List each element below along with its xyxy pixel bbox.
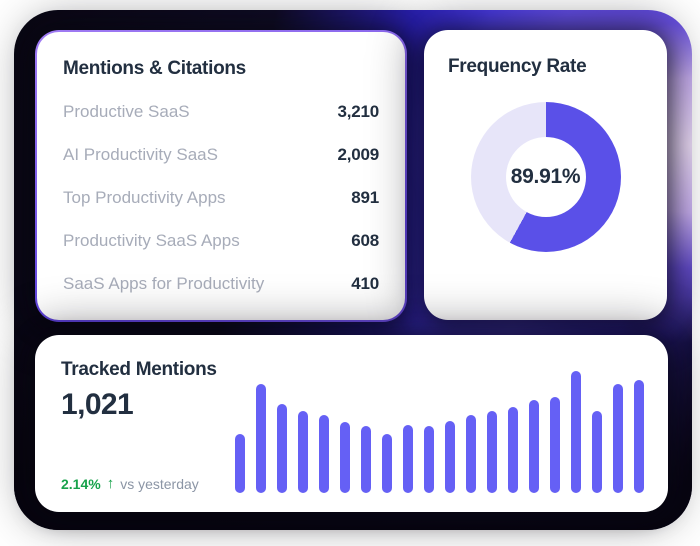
- mention-row: Top Productivity Apps 891: [63, 176, 379, 219]
- tracked-summary: Tracked Mentions 1,021 2.14% ↑ vs yester…: [61, 359, 217, 492]
- mention-label: SaaS Apps for Productivity: [63, 273, 265, 293]
- bar: [571, 371, 581, 493]
- delta-comparison-label: vs yesterday: [120, 475, 199, 492]
- bar: [550, 397, 560, 493]
- bar: [466, 415, 476, 493]
- bar: [340, 422, 350, 493]
- delta-percent: 2.14%: [61, 475, 101, 492]
- donut-hole: 89.91%: [505, 137, 586, 217]
- mention-label: AI Productivity SaaS: [63, 144, 218, 164]
- mention-value: 410: [351, 273, 379, 293]
- mentions-card-title: Mentions & Citations: [63, 58, 246, 79]
- mention-row: SaaS Apps for Productivity 410: [63, 262, 379, 305]
- bar: [235, 434, 245, 493]
- delta-row: 2.14% ↑ vs yesterday: [61, 475, 199, 492]
- bar: [277, 404, 287, 493]
- mention-row: Productivity SaaS Apps 608: [63, 219, 379, 262]
- frequency-rate-card: Frequency Rate 89.91%: [424, 30, 667, 320]
- bar: [508, 407, 518, 493]
- up-arrow-icon: ↑: [106, 475, 115, 492]
- bar: [424, 426, 434, 493]
- mention-row: Productive SaaS 3,210: [63, 90, 379, 133]
- bar: [592, 411, 602, 493]
- mention-value: 2,009: [337, 144, 379, 164]
- mention-value: 891: [351, 187, 379, 207]
- bar: [256, 384, 266, 493]
- mention-value: 608: [351, 230, 379, 250]
- bar: [319, 415, 329, 493]
- mention-label: Productive SaaS: [63, 101, 190, 121]
- mention-label: Top Productivity Apps: [63, 187, 226, 207]
- bar: [529, 400, 539, 493]
- donut-center-value: 89.91%: [510, 165, 581, 188]
- bar: [445, 421, 455, 493]
- mentions-citations-card: Mentions & Citations Productive SaaS 3,21…: [35, 30, 407, 322]
- bar: [613, 384, 623, 493]
- mention-row: AI Productivity SaaS 2,009: [63, 133, 379, 176]
- mentions-list: Productive SaaS 3,210 AI Productivity SaaS…: [63, 90, 379, 305]
- bar: [298, 411, 308, 493]
- bar: [382, 434, 392, 493]
- bar: [634, 380, 644, 493]
- tracked-card-title: Tracked Mentions: [61, 359, 217, 380]
- bar: [487, 411, 497, 493]
- frequency-card-title: Frequency Rate: [448, 56, 587, 77]
- tracked-count: 1,021: [61, 388, 134, 421]
- mention-label: Productivity SaaS Apps: [63, 230, 240, 250]
- bar: [361, 426, 371, 493]
- tracked-mentions-bar-chart: [235, 371, 644, 493]
- mention-value: 3,210: [337, 101, 379, 121]
- tracked-mentions-card: Tracked Mentions 1,021 2.14% ↑ vs yester…: [35, 335, 668, 512]
- bar: [403, 425, 413, 493]
- frequency-donut-chart: 89.91%: [470, 102, 621, 252]
